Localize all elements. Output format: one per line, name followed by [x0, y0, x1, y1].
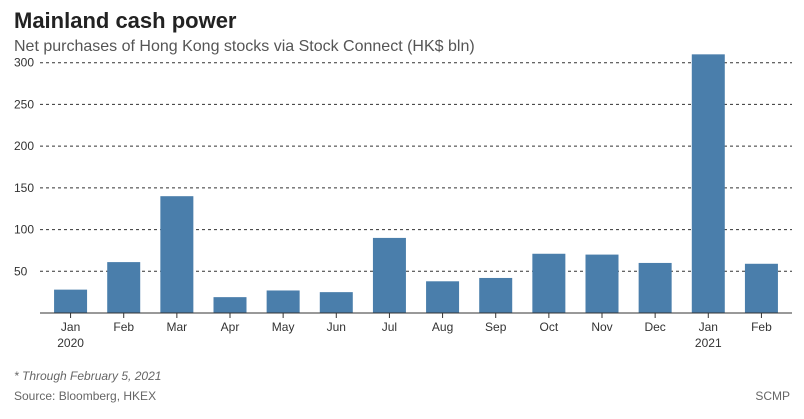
bar — [107, 262, 141, 313]
x-tick-label: Feb — [113, 320, 134, 334]
x-tick-label: Jun — [327, 320, 346, 334]
x-tick-label: Jan — [699, 320, 718, 334]
x-year-label: 2021 — [695, 336, 722, 350]
y-tick-label: 300 — [14, 56, 34, 70]
bar — [319, 292, 353, 313]
x-year-label: 2020 — [57, 336, 84, 350]
source-note: Source: Bloomberg, HKEX — [14, 389, 157, 403]
x-tick-label: Sep — [485, 320, 507, 334]
x-tick-label: Nov — [591, 320, 612, 334]
y-tick-label: 250 — [14, 97, 34, 111]
bar — [213, 297, 247, 313]
x-tick-label: Oct — [540, 320, 559, 334]
bar — [54, 289, 88, 313]
bar — [585, 254, 619, 313]
y-tick-label: 200 — [14, 139, 34, 153]
y-tick-label: 150 — [14, 181, 34, 195]
publisher-credit: SCMP — [755, 389, 790, 403]
y-tick-label: 100 — [14, 223, 34, 237]
x-tick-label: Dec — [644, 320, 665, 334]
x-tick-label: Feb — [751, 320, 772, 334]
chart-subtitle: Net purchases of Hong Kong stocks via St… — [14, 38, 475, 55]
bar-chart: 50 100 150 200 250 300 Jan 2020 Feb Mar Apr May Jun J… — [14, 54, 792, 350]
bar — [426, 281, 460, 313]
x-tick-label: Apr — [221, 320, 240, 334]
bar — [372, 237, 406, 313]
bar — [160, 196, 194, 313]
bar — [744, 263, 778, 313]
x-tick-label: Mar — [167, 320, 188, 334]
bar — [691, 54, 725, 313]
chart-title: Mainland cash power — [14, 8, 237, 33]
bar — [266, 290, 300, 313]
y-tick-label: 50 — [14, 264, 28, 278]
x-tick-label: Aug — [432, 320, 453, 334]
footnote: * Through February 5, 2021 — [14, 369, 162, 383]
x-tick-label: Jan — [61, 320, 80, 334]
x-tick-label: Jul — [382, 320, 397, 334]
bar — [638, 262, 672, 313]
bar — [479, 277, 513, 313]
x-tick-label: May — [272, 320, 295, 334]
bar — [532, 253, 566, 313]
